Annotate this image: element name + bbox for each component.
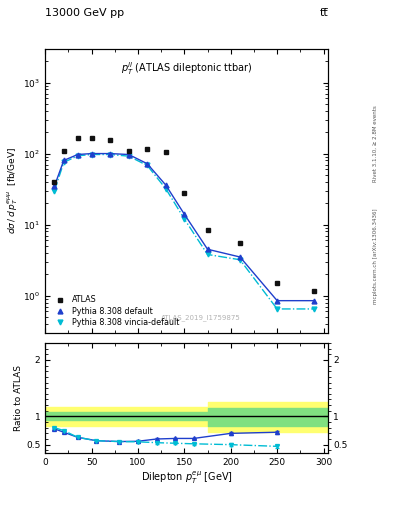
Text: $p_T^{ll}$ (ATLAS dileptonic ttbar): $p_T^{ll}$ (ATLAS dileptonic ttbar): [121, 60, 252, 77]
Text: tt̅: tt̅: [320, 8, 328, 18]
ATLAS: [205, 226, 210, 232]
Pythia 8.308 default: [61, 157, 66, 163]
ATLAS: [312, 288, 317, 294]
Pythia 8.308 vincia-default: [163, 186, 168, 192]
Pythia 8.308 default: [312, 297, 317, 304]
X-axis label: Dilepton $p_T^{e\mu}$ [GeV]: Dilepton $p_T^{e\mu}$ [GeV]: [141, 470, 233, 486]
Pythia 8.308 default: [108, 151, 112, 157]
ATLAS: [275, 280, 279, 286]
Line: Pythia 8.308 default: Pythia 8.308 default: [52, 151, 317, 303]
Pythia 8.308 default: [205, 246, 210, 252]
ATLAS: [238, 240, 242, 246]
ATLAS: [126, 147, 131, 154]
Pythia 8.308 vincia-default: [275, 306, 279, 312]
Pythia 8.308 vincia-default: [238, 257, 242, 263]
Pythia 8.308 vincia-default: [52, 188, 57, 194]
ATLAS: [182, 190, 187, 196]
ATLAS: [52, 179, 57, 185]
ATLAS: [89, 135, 94, 141]
Pythia 8.308 vincia-default: [312, 306, 317, 312]
Pythia 8.308 default: [182, 211, 187, 217]
ATLAS: [163, 149, 168, 155]
Pythia 8.308 vincia-default: [61, 159, 66, 165]
Pythia 8.308 default: [163, 182, 168, 188]
Pythia 8.308 vincia-default: [75, 153, 80, 159]
Text: 13000 GeV pp: 13000 GeV pp: [45, 8, 124, 18]
Text: Rivet 3.1.10, ≥ 2.8M events: Rivet 3.1.10, ≥ 2.8M events: [373, 105, 378, 182]
Text: ATLAS_2019_I1759875: ATLAS_2019_I1759875: [161, 315, 241, 322]
Pythia 8.308 vincia-default: [182, 216, 187, 222]
Line: ATLAS: ATLAS: [52, 136, 317, 294]
Pythia 8.308 default: [126, 152, 131, 158]
Pythia 8.308 default: [238, 254, 242, 260]
ATLAS: [61, 147, 66, 154]
Pythia 8.308 default: [52, 183, 57, 189]
Pythia 8.308 vincia-default: [89, 152, 94, 158]
Y-axis label: Ratio to ATLAS: Ratio to ATLAS: [14, 365, 23, 431]
Pythia 8.308 default: [145, 161, 150, 167]
Pythia 8.308 default: [75, 152, 80, 158]
Pythia 8.308 vincia-default: [108, 152, 112, 158]
ATLAS: [145, 146, 150, 153]
Legend: ATLAS, Pythia 8.308 default, Pythia 8.308 vincia-default: ATLAS, Pythia 8.308 default, Pythia 8.30…: [49, 294, 181, 329]
Pythia 8.308 vincia-default: [126, 153, 131, 159]
Pythia 8.308 vincia-default: [205, 251, 210, 258]
Y-axis label: $d\sigma\,/\,d\,p_T^{e\mu\mu}$  [fb/GeV]: $d\sigma\,/\,d\,p_T^{e\mu\mu}$ [fb/GeV]: [6, 147, 20, 234]
Pythia 8.308 vincia-default: [145, 162, 150, 168]
Pythia 8.308 default: [89, 151, 94, 157]
ATLAS: [108, 137, 112, 143]
Pythia 8.308 default: [275, 297, 279, 304]
ATLAS: [75, 135, 80, 141]
Text: mcplots.cern.ch [arXiv:1306.3436]: mcplots.cern.ch [arXiv:1306.3436]: [373, 208, 378, 304]
Line: Pythia 8.308 vincia-default: Pythia 8.308 vincia-default: [52, 152, 317, 311]
